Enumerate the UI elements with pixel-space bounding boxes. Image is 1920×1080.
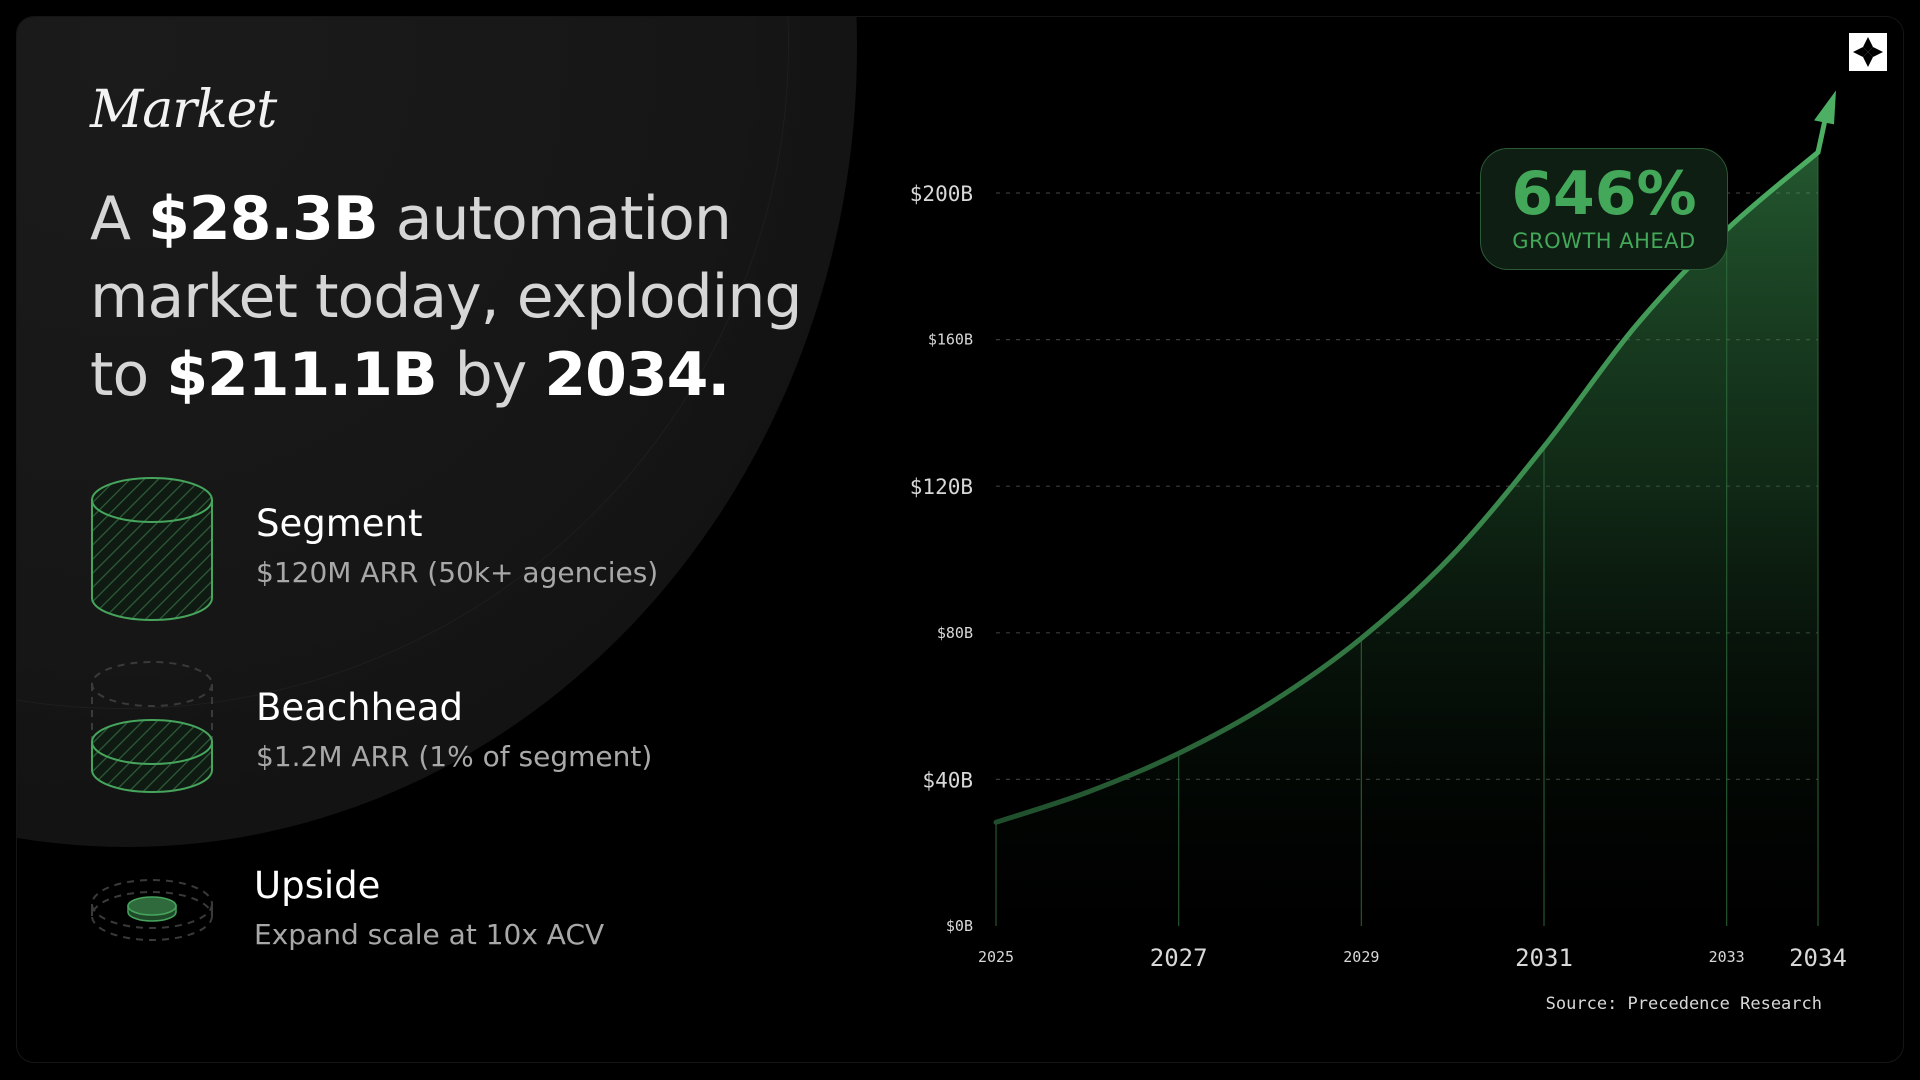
series-arrow-head xyxy=(1814,90,1836,125)
x-tick-label: 2025 xyxy=(978,948,1014,966)
series-arrow-shaft xyxy=(1815,103,1831,155)
headline-part: automation market today, exploding to xyxy=(90,184,802,410)
disc-icon xyxy=(91,879,213,941)
y-tick-label: $80B xyxy=(937,624,973,642)
section-kicker: Market xyxy=(90,80,277,140)
y-tick-label: $0B xyxy=(946,917,973,935)
x-axis: 2025 2027 2029 2031 2033 2034 xyxy=(978,944,1847,972)
x-tick-label: 2029 xyxy=(1343,948,1379,966)
x-tick-label: 2033 xyxy=(1709,948,1745,966)
growth-badge: 646% GROWTH AHEAD xyxy=(1480,148,1728,270)
headline-figure-today: $28.3B xyxy=(148,184,379,254)
series-line xyxy=(993,149,1821,825)
headline-part: A xyxy=(90,184,149,254)
y-tick-label: $160B xyxy=(928,331,973,349)
area-fill xyxy=(996,152,1818,927)
y-tick-label: $200B xyxy=(910,182,973,206)
source-note: Source: Precedence Research xyxy=(1545,994,1822,1014)
headline-part: by xyxy=(436,340,545,410)
upside-subtitle: Expand scale at 10x ACV xyxy=(254,918,605,951)
segment-title: Segment xyxy=(256,502,423,545)
upside-title: Upside xyxy=(254,864,381,907)
x-tick-label: 2027 xyxy=(1150,944,1208,972)
logo-icon xyxy=(1849,33,1887,71)
cylinder-partial-icon xyxy=(91,661,213,793)
beachhead-title: Beachhead xyxy=(256,686,463,729)
headline-figure-2034: $211.1B xyxy=(166,340,437,410)
y-tick-label: $120B xyxy=(910,475,973,499)
x-tick-label: 2031 xyxy=(1515,944,1573,972)
headline-year: 2034. xyxy=(544,340,730,410)
segment-subtitle: $120M ARR (50k+ agencies) xyxy=(256,556,659,589)
beachhead-subtitle: $1.2M ARR (1% of segment) xyxy=(256,740,653,773)
headline: A $28.3B automation market today, explod… xyxy=(90,180,850,414)
growth-percent: 646% xyxy=(1511,159,1697,229)
y-tick-label: $40B xyxy=(922,768,973,792)
y-axis: $0B $40B $80B $120B $160B $200B xyxy=(910,182,973,935)
area-series xyxy=(993,90,1836,927)
x-tick-label: 2034 xyxy=(1789,944,1847,972)
growth-caption: GROWTH AHEAD xyxy=(1512,229,1696,253)
cylinder-full-icon xyxy=(91,477,213,621)
